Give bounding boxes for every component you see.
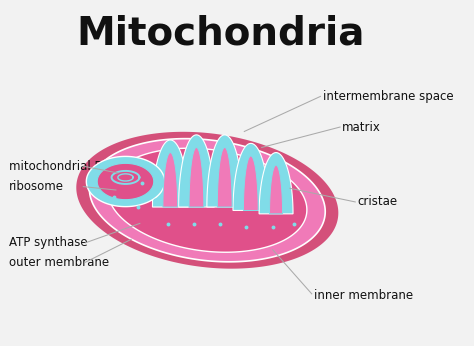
- Polygon shape: [233, 143, 269, 210]
- Text: mitochondrial DNA: mitochondrial DNA: [9, 160, 121, 173]
- Polygon shape: [97, 163, 154, 200]
- Polygon shape: [189, 147, 204, 207]
- Text: cristae: cristae: [357, 195, 398, 208]
- Polygon shape: [179, 135, 214, 207]
- Polygon shape: [76, 132, 338, 268]
- Polygon shape: [217, 147, 232, 207]
- Polygon shape: [108, 148, 307, 252]
- Text: Mitochondria: Mitochondria: [76, 15, 365, 53]
- Polygon shape: [270, 165, 283, 214]
- Text: intermembrane space: intermembrane space: [323, 90, 453, 103]
- Polygon shape: [244, 156, 258, 210]
- Polygon shape: [207, 135, 243, 207]
- Text: ribosome: ribosome: [9, 180, 64, 193]
- Polygon shape: [90, 139, 325, 262]
- Text: inner membrane: inner membrane: [314, 289, 413, 302]
- Polygon shape: [86, 156, 164, 207]
- Text: matrix: matrix: [342, 120, 381, 134]
- Polygon shape: [259, 153, 293, 214]
- Text: outer membrane: outer membrane: [9, 256, 109, 269]
- Text: ATP synthase: ATP synthase: [9, 236, 88, 249]
- Polygon shape: [153, 140, 188, 207]
- Polygon shape: [163, 153, 178, 207]
